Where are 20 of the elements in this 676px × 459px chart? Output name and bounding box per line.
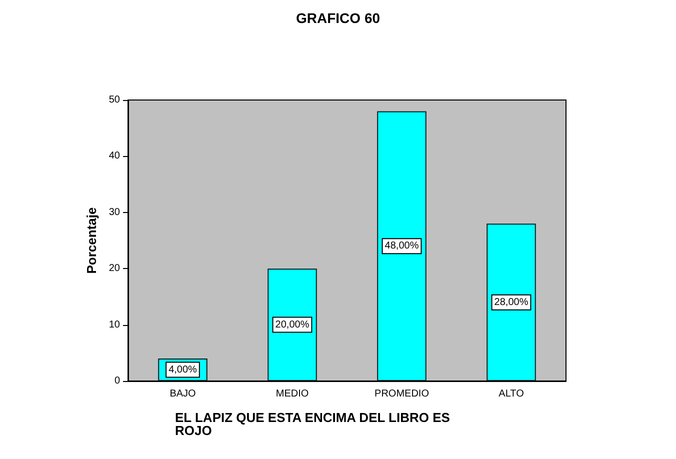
data-label: 48,00% bbox=[384, 240, 419, 252]
bar bbox=[377, 111, 426, 381]
y-tick-label: 10 bbox=[108, 319, 120, 330]
x-axis-title: EL LAPIZ QUE ESTA ENCIMA DEL LIBRO ES ROJO bbox=[175, 410, 454, 438]
data-label: 20,00% bbox=[275, 319, 310, 330]
y-tick-label: 20 bbox=[108, 263, 120, 274]
y-axis-title: Porcentaje bbox=[84, 207, 99, 274]
x-tick-label: MEDIO bbox=[276, 388, 309, 400]
y-tick-label: 40 bbox=[108, 150, 120, 162]
x-tick-label: PROMEDIO bbox=[374, 388, 430, 400]
y-tick-label: 50 bbox=[108, 94, 120, 106]
chart-title: GRAFICO 60 bbox=[296, 10, 380, 26]
y-tick-label: 30 bbox=[108, 206, 120, 218]
x-tick-label: BAJO bbox=[170, 388, 196, 400]
y-tick-label: 0 bbox=[114, 376, 120, 386]
data-label: 28,00% bbox=[494, 296, 528, 308]
x-tick-label: ALTO bbox=[498, 388, 524, 400]
data-label: 4,00% bbox=[168, 364, 198, 376]
bar bbox=[486, 224, 536, 381]
bar bbox=[268, 268, 317, 381]
